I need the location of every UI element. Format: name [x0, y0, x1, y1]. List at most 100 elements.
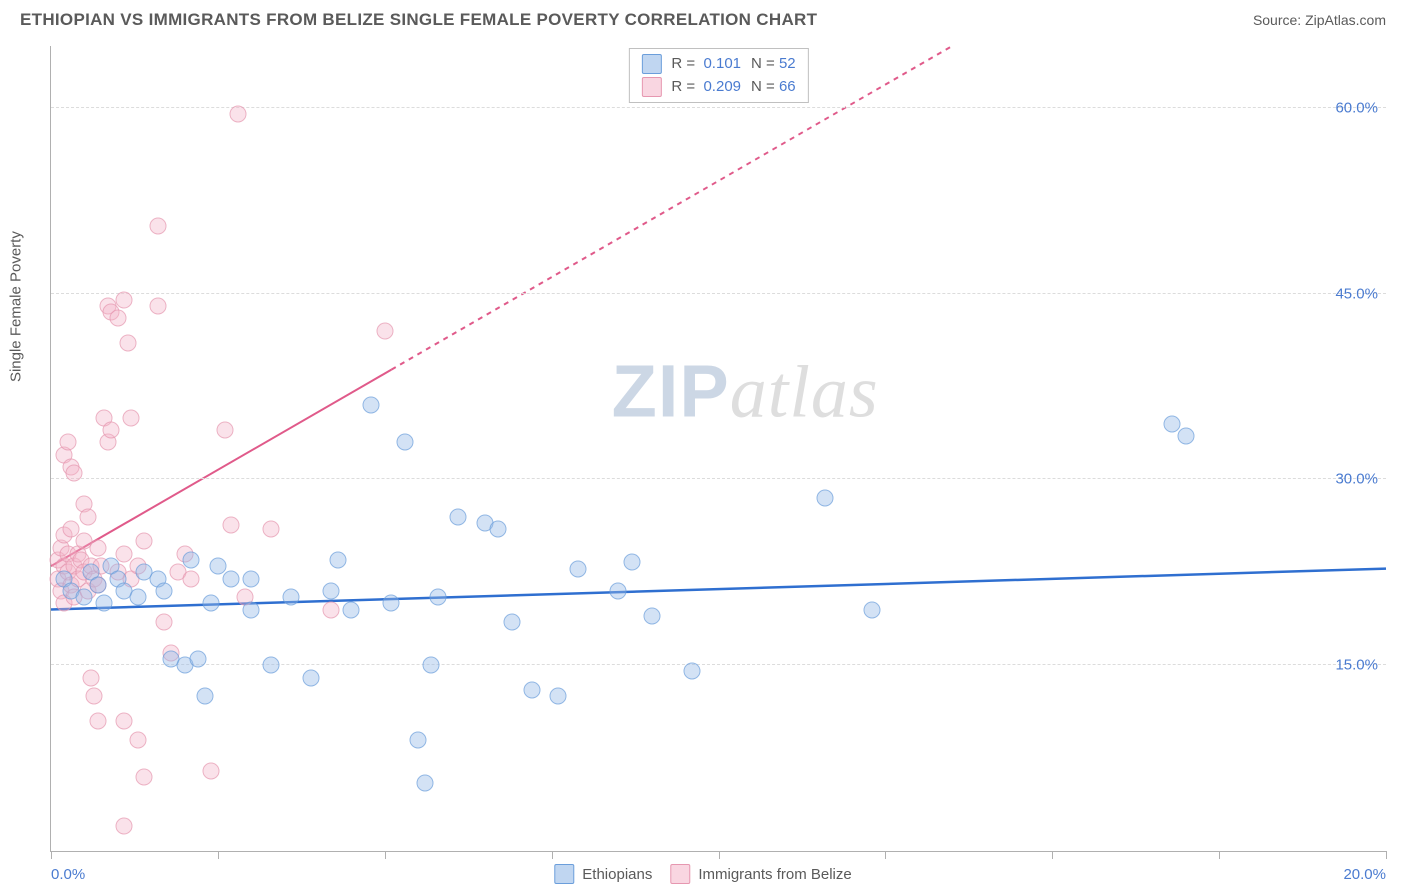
n-label: N =: [751, 78, 775, 95]
data-point: [149, 298, 166, 315]
data-point: [149, 217, 166, 234]
data-point: [243, 570, 260, 587]
data-point: [490, 521, 507, 538]
data-point: [76, 589, 93, 606]
data-point: [203, 762, 220, 779]
source-attribution: Source: ZipAtlas.com: [1253, 12, 1386, 28]
y-tick-label: 15.0%: [1335, 657, 1378, 674]
r-value: 0.101: [703, 55, 741, 72]
data-point: [570, 560, 587, 577]
data-point: [196, 688, 213, 705]
stats-legend: R = 0.101 N = 52 R = 0.209 N = 66: [628, 48, 808, 103]
gridline: [51, 107, 1386, 108]
data-point: [423, 657, 440, 674]
data-point: [1177, 428, 1194, 445]
x-tick: [1052, 851, 1053, 859]
legend-label: Immigrants from Belize: [698, 866, 851, 883]
data-point: [83, 669, 100, 686]
n-value: 66: [779, 78, 796, 95]
data-point: [116, 712, 133, 729]
x-tick: [1386, 851, 1387, 859]
data-point: [864, 601, 881, 618]
data-point: [363, 397, 380, 414]
gridline: [51, 293, 1386, 294]
y-tick-label: 45.0%: [1335, 285, 1378, 302]
data-point: [59, 434, 76, 451]
data-point: [550, 688, 567, 705]
data-point: [523, 682, 540, 699]
x-tick: [51, 851, 52, 859]
r-label: R =: [671, 55, 695, 72]
data-point: [136, 768, 153, 785]
data-point: [610, 582, 627, 599]
data-point: [683, 663, 700, 680]
series-legend: Ethiopians Immigrants from Belize: [554, 864, 851, 884]
stats-row-belize: R = 0.209 N = 66: [641, 76, 795, 99]
x-tick-label: 20.0%: [1343, 866, 1386, 883]
legend-label: Ethiopians: [582, 866, 652, 883]
data-point: [817, 490, 834, 507]
y-tick-label: 60.0%: [1335, 99, 1378, 116]
gridline: [51, 478, 1386, 479]
data-point: [89, 712, 106, 729]
data-point: [323, 582, 340, 599]
data-point: [136, 533, 153, 550]
data-point: [119, 335, 136, 352]
r-value: 0.209: [703, 78, 741, 95]
data-point: [263, 657, 280, 674]
x-tick: [1219, 851, 1220, 859]
data-point: [156, 613, 173, 630]
x-tick: [218, 851, 219, 859]
data-point: [430, 589, 447, 606]
x-tick-label: 0.0%: [51, 866, 85, 883]
data-point: [643, 607, 660, 624]
trend-lines: [51, 46, 1386, 851]
x-tick: [385, 851, 386, 859]
data-point: [129, 589, 146, 606]
chart-title: ETHIOPIAN VS IMMIGRANTS FROM BELIZE SING…: [20, 10, 817, 30]
chart-header: ETHIOPIAN VS IMMIGRANTS FROM BELIZE SING…: [0, 0, 1406, 36]
data-point: [183, 551, 200, 568]
swatch-blue-icon: [641, 54, 661, 74]
data-point: [323, 601, 340, 618]
swatch-pink-icon: [670, 864, 690, 884]
data-point: [203, 595, 220, 612]
data-point: [223, 570, 240, 587]
data-point: [396, 434, 413, 451]
data-point: [156, 582, 173, 599]
data-point: [183, 570, 200, 587]
x-tick: [552, 851, 553, 859]
data-point: [229, 106, 246, 123]
data-point: [623, 554, 640, 571]
data-point: [103, 421, 120, 438]
stats-row-ethiopians: R = 0.101 N = 52: [641, 53, 795, 76]
swatch-pink-icon: [641, 77, 661, 97]
data-point: [376, 322, 393, 339]
r-label: R =: [671, 78, 695, 95]
n-label: N =: [751, 55, 775, 72]
legend-item-ethiopians: Ethiopians: [554, 864, 652, 884]
legend-item-belize: Immigrants from Belize: [670, 864, 851, 884]
data-point: [189, 651, 206, 668]
data-point: [116, 291, 133, 308]
n-value: 52: [779, 55, 796, 72]
data-point: [79, 508, 96, 525]
data-point: [243, 601, 260, 618]
data-point: [86, 688, 103, 705]
data-point: [89, 539, 106, 556]
data-point: [450, 508, 467, 525]
data-point: [66, 465, 83, 482]
data-point: [89, 576, 106, 593]
data-point: [123, 409, 140, 426]
data-point: [263, 521, 280, 538]
data-point: [383, 595, 400, 612]
y-axis-label: Single Female Poverty: [8, 231, 25, 382]
data-point: [343, 601, 360, 618]
data-point: [283, 589, 300, 606]
data-point: [223, 517, 240, 534]
gridline: [51, 664, 1386, 665]
data-point: [503, 613, 520, 630]
x-tick: [719, 851, 720, 859]
swatch-blue-icon: [554, 864, 574, 884]
data-point: [410, 731, 427, 748]
